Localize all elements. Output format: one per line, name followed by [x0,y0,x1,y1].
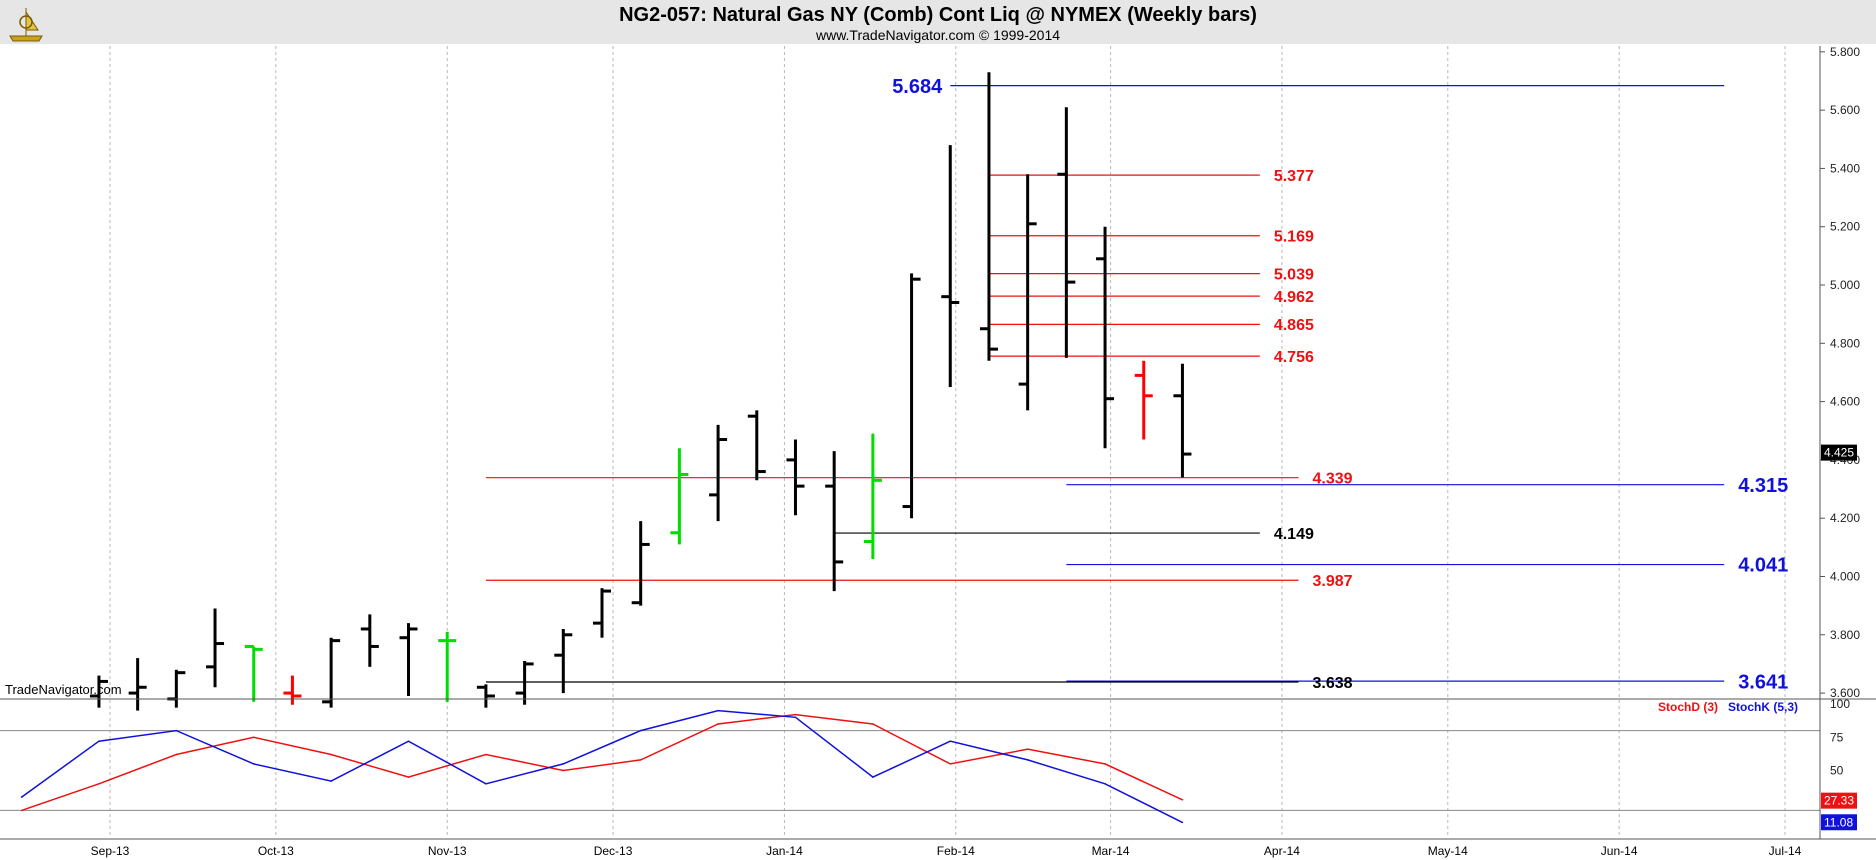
stochk-last-label: 11.08 [1824,815,1853,829]
stoch-y-tick-label: 50 [1830,764,1844,778]
x-tick-label: Nov-13 [428,844,467,858]
stochd-point [872,723,874,725]
stochk-point [1026,759,1029,761]
stochd-point [1104,763,1106,765]
y-tick-label: 4.000 [1830,569,1860,583]
stochk-point [20,796,23,798]
stochd-point [407,776,410,778]
last-price-label: 4.425 [1824,446,1854,460]
y-tick-label: 5.600 [1830,103,1860,117]
y-tick-label: 3.800 [1830,628,1860,642]
level-label: 4.149 [1274,526,1314,543]
level-label: 4.315 [1738,475,1788,497]
stochk-point [794,716,797,719]
y-tick-label: 4.600 [1830,395,1860,409]
y-tick-label: 4.200 [1830,511,1860,525]
stochk-point [175,729,178,732]
stoch-y-tick-label: 100 [1830,697,1850,711]
x-tick-label: May-14 [1428,844,1468,858]
stochd-point [485,753,487,756]
level-label: 4.756 [1274,349,1314,366]
watermark: TradeNavigator.com [5,682,122,697]
stochd-last-label: 27.33 [1824,794,1854,808]
stochk-point [485,783,487,785]
y-tick-label: 5.000 [1830,278,1860,292]
chart-title: NG2-057: Natural Gas NY (Comb) Cont Liq … [619,4,1257,26]
level-label: 5.039 [1274,266,1314,283]
x-tick-label: Oct-13 [258,844,294,858]
x-tick-label: Jun-14 [1601,844,1638,858]
axes: Sep-13 Oct-13 Nov-13 Dec-13 Jan-14 Feb-14 Mar-… [0,45,1876,858]
level-label: 3.641 [1738,671,1788,693]
level-label: 5.169 [1274,229,1314,246]
level-label: 4.339 [1313,470,1353,487]
stochk-last-badge [1821,814,1857,831]
price-levels: 5.684 5.377 5.169 5.039 4.962 4.865 4.756 4.339… [485,76,1788,693]
level-label: 4.041 [1738,555,1788,577]
y-tick-label: 5.400 [1830,161,1860,175]
level-label: 4.865 [1274,317,1314,334]
x-tick-label: Jan-14 [766,844,803,858]
stochk-point [1181,821,1184,824]
stochd-point [949,763,952,765]
x-tick-label: Jul-14 [1769,844,1802,858]
y-tick-label: 5.200 [1830,220,1860,234]
stochd-point [717,723,719,725]
stochk-point [949,740,952,743]
stochk-point [717,709,719,712]
trade-navigator-logo-icon [9,8,43,42]
stochd-point [1181,798,1184,801]
stochastic-panel: 100 75 50 StochD (3) StochK (5,3) 27.33 11.08 [0,697,1857,831]
legend-stochk: StochK (5,3) [1728,700,1798,714]
title-bar-bg [0,0,1876,44]
stochk-point [872,776,874,778]
y-tick-label: 5.800 [1830,45,1860,59]
legend-stochd: StochD (3) [1658,700,1718,714]
level-label: 5.377 [1274,168,1314,185]
x-tick-label: Sep-13 [91,844,130,858]
stochk-point [1104,783,1106,785]
level-label: 5.684 [892,76,943,98]
stochd-point [639,759,642,761]
stochk-point [407,740,410,743]
stochk-point [562,763,565,765]
level-label: 3.987 [1313,573,1353,590]
stochk-line [21,709,1183,824]
stochd-point [98,783,100,785]
stochd-point [794,713,797,716]
level-label: 4.962 [1274,289,1314,306]
stochd-point [252,736,255,739]
stochk-point [252,763,255,765]
stochd-point [20,809,23,812]
stochd-point [562,769,565,772]
stoch-y-tick-label: 75 [1830,730,1844,744]
x-tick-label: Apr-14 [1264,844,1300,858]
stochk-point [639,729,642,732]
stochd-point [175,753,178,756]
chart-subtitle: www.TradeNavigator.com © 1999-2014 [815,27,1060,43]
x-tick-label: Dec-13 [594,844,633,858]
last-price-badge [1821,444,1857,461]
level-label: 3.638 [1313,675,1353,692]
x-tick-label: Feb-14 [937,844,975,858]
stochd-line [21,713,1183,812]
y-tick-label: 4.800 [1830,336,1860,350]
y-tick-label: 3.600 [1830,686,1860,700]
stochk-point [98,740,100,743]
x-tick-label: Mar-14 [1092,844,1130,858]
stochd-point [330,753,332,756]
price-bars [89,72,1192,711]
stochd-point [1026,748,1029,751]
stochd-last-badge [1821,792,1857,809]
stochk-point [330,780,332,782]
